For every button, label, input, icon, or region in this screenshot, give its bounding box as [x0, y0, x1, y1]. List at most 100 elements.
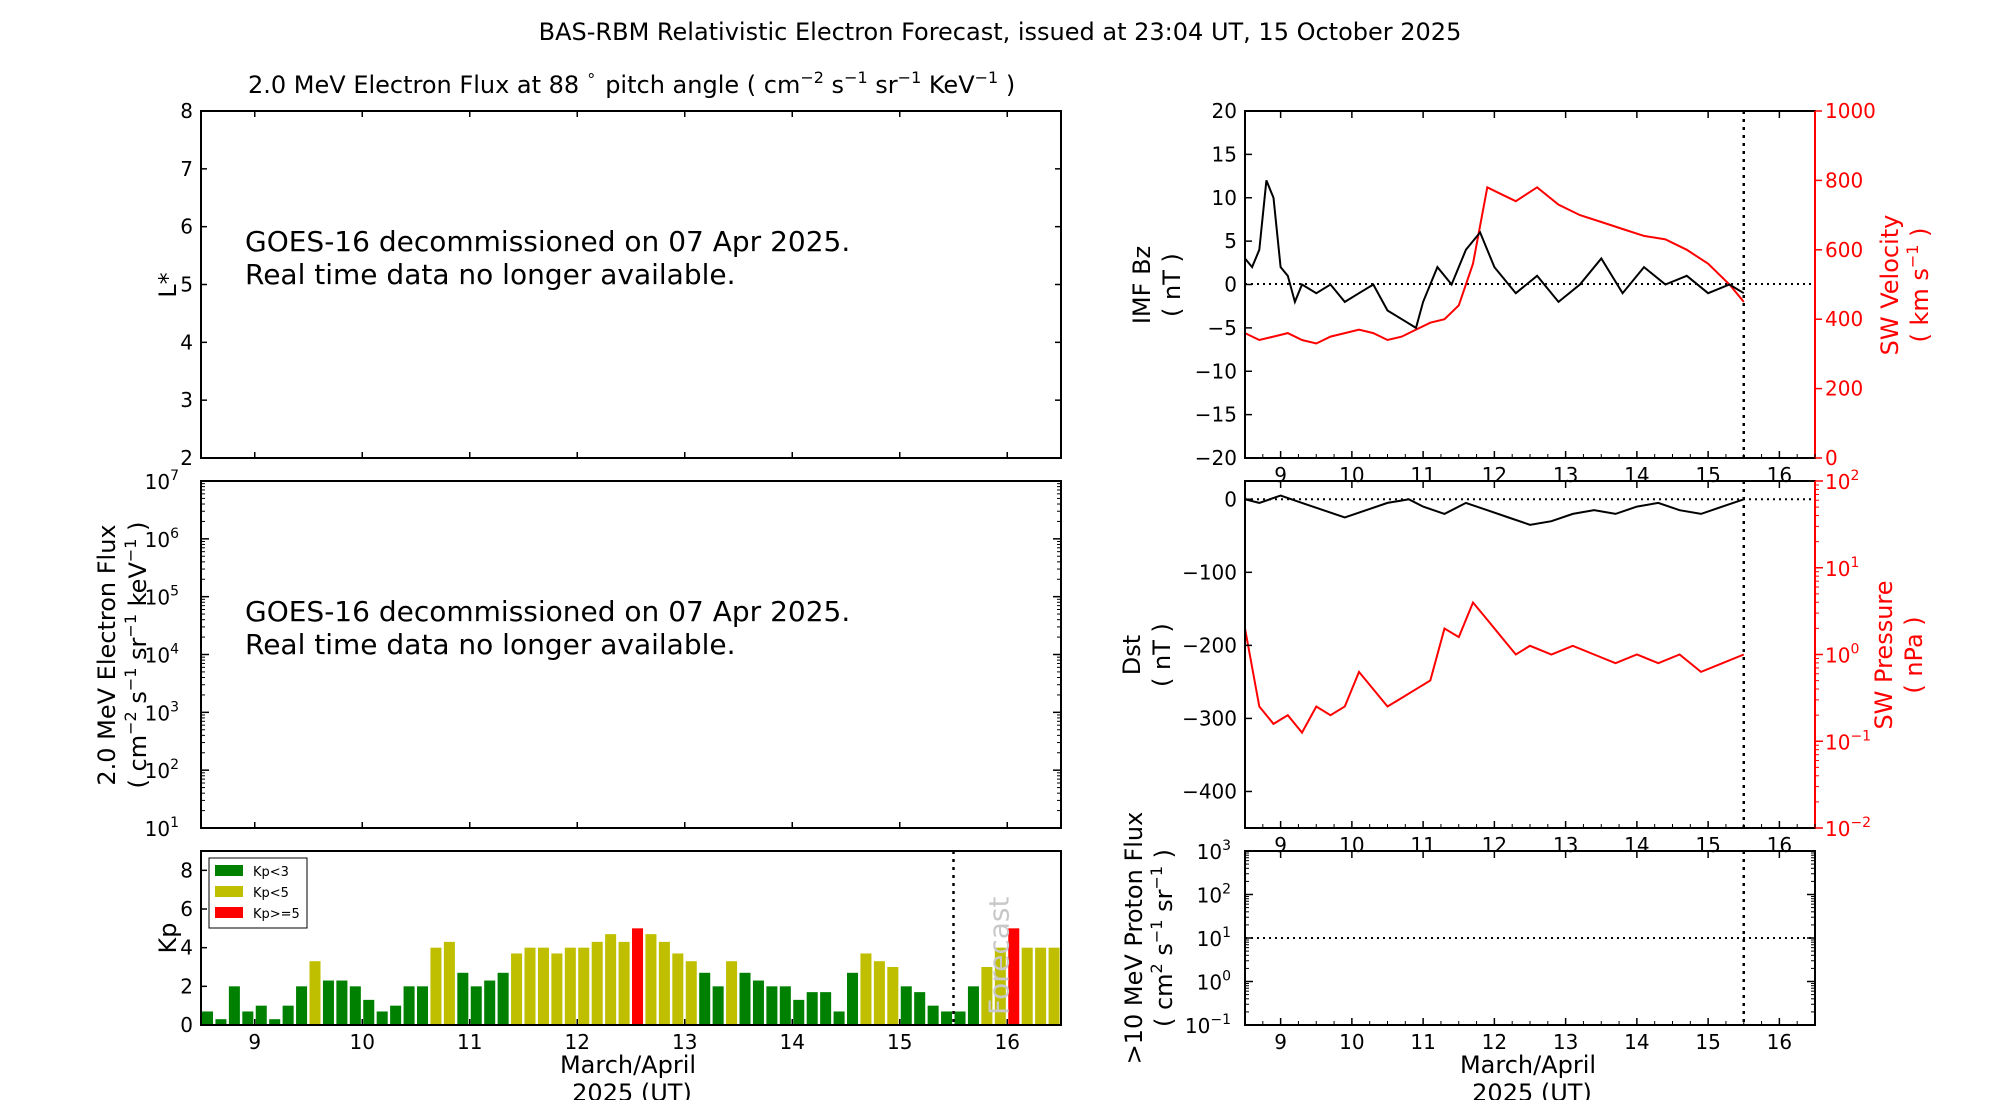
dst-series	[1244, 494, 1745, 526]
kp-bar	[658, 941, 670, 1025]
kp-panel: Forecast 0 2 4 6 8 9 10 11 12 13 14 15 16 Kp March/…	[154, 850, 1062, 1100]
kp-bar	[443, 941, 455, 1025]
proton-ytick-label: 100	[1197, 969, 1231, 995]
kp-bar	[349, 986, 361, 1025]
kp-bar	[900, 986, 912, 1025]
kp-bar	[470, 986, 482, 1025]
figure-title: BAS-RBM Relativistic Electron Forecast, …	[539, 18, 1462, 46]
kp-bar	[564, 947, 576, 1025]
kp-xlabel-2: 2025 (UT)	[572, 1079, 692, 1100]
imf-ytick-label: −20	[1195, 446, 1237, 470]
kp-bar	[685, 961, 697, 1025]
imf-ylabel-1: IMF Bz	[1128, 246, 1156, 324]
lstar-ytick-label: 6	[180, 215, 193, 239]
vsw-ylabel-2: ( km s−1 )	[1903, 228, 1934, 343]
proton-ytick-label: 101	[1197, 925, 1231, 951]
kp-bar	[752, 980, 764, 1025]
proton-ytick-label: 10−1	[1185, 1012, 1231, 1038]
goes-ytick-label: 106	[145, 526, 179, 552]
kp-bar	[847, 972, 859, 1025]
kp-bar	[927, 1005, 939, 1025]
kp-xtick-label: 11	[457, 1030, 482, 1054]
kp-bar	[390, 1005, 402, 1025]
dst-left-yaxis: −400 −300 −200 −100 0	[1182, 487, 1252, 803]
kp-bar	[403, 986, 415, 1025]
kp-bar	[860, 953, 872, 1025]
kp-bar	[322, 980, 334, 1025]
kp-bar	[242, 1011, 254, 1025]
proton-xtick-label: 16	[1767, 1030, 1792, 1054]
kp-bar	[578, 947, 590, 1025]
psw-ytick-label: 100	[1825, 642, 1859, 668]
proton-xtick-label: 10	[1339, 1030, 1364, 1054]
lstar-ylabel: L*	[154, 272, 182, 297]
legend-label-kp-low: Kp<3	[253, 865, 289, 880]
legend-swatch-kp-low	[215, 865, 243, 876]
lstar-ytick-label: 3	[180, 388, 193, 412]
imf-left-yaxis: −20 −15 −10 −5 0 5 10 15 20	[1195, 99, 1252, 470]
kp-bar	[228, 986, 240, 1025]
psw-ytick-label: 10−2	[1825, 815, 1871, 841]
flux-lstar-notice-1: GOES-16 decommissioned on 07 Apr 2025.	[245, 225, 850, 258]
lstar-ytick-label: 7	[180, 157, 193, 181]
goes-notice-1: GOES-16 decommissioned on 07 Apr 2025.	[245, 595, 850, 628]
imf-bz-series	[1244, 180, 1745, 330]
kp-bar	[1021, 947, 1033, 1025]
dst-ytick-label: 0	[1224, 487, 1237, 511]
proton-ytick-label: 102	[1197, 882, 1231, 908]
imf-ytick-label: 5	[1224, 229, 1237, 253]
kp-bars	[202, 928, 1060, 1025]
kp-bar	[941, 1011, 953, 1025]
kp-ylabel: Kp	[154, 923, 182, 954]
kp-bar	[820, 992, 832, 1025]
sw-pressure-series	[1244, 600, 1745, 735]
proton-ytick-label: 103	[1197, 838, 1231, 864]
kp-bar	[967, 986, 979, 1025]
lstar-ytick-label: 4	[180, 330, 193, 354]
kp-ytick-label: 4	[180, 936, 193, 960]
dst-ylabel-1: Dst	[1118, 635, 1146, 675]
kp-legend: Kp<3 Kp<5 Kp>=5	[208, 857, 308, 929]
kp-bar	[537, 947, 549, 1025]
kp-bar	[551, 953, 563, 1025]
goes-ylabel-2: ( cm−2 s−1 sr−1 keV−1 )	[121, 522, 152, 789]
imf-ytick-label: −5	[1208, 316, 1237, 340]
dst-xaxis: 9 10 11 12 13 14 15 16	[1244, 481, 1816, 857]
kp-bar	[376, 1011, 388, 1025]
kp-bar	[981, 967, 993, 1025]
kp-xtick-label: 14	[780, 1030, 805, 1054]
kp-bar	[497, 972, 509, 1025]
kp-bar	[618, 941, 630, 1025]
kp-ytick-label: 6	[180, 897, 193, 921]
kp-bar	[202, 1011, 214, 1025]
kp-bar	[1035, 947, 1047, 1025]
dst-frame	[1244, 480, 1816, 829]
dst-ytick-label: −100	[1182, 560, 1237, 584]
kp-xtick-label: 13	[672, 1030, 697, 1054]
lstar-ytick-label: 2	[180, 446, 193, 470]
flux-panel-title: 2.0 MeV Electron Flux at 88 ° pitch angle …	[248, 68, 1015, 99]
proton-xtick-label: 15	[1695, 1030, 1720, 1054]
kp-bar	[766, 986, 778, 1025]
flux-lstar-yaxis: 2 3 4 5 6 7 8	[180, 99, 1061, 470]
goes-ytick-label: 107	[145, 468, 179, 494]
kp-bar	[793, 999, 805, 1025]
legend-label-kp-high: Kp>=5	[253, 907, 300, 922]
goes-ylabel-1: 2.0 MeV Electron Flux	[93, 524, 121, 785]
kp-yaxis: 0 2 4 6 8	[180, 858, 207, 1037]
kp-bar	[591, 941, 603, 1025]
kp-bar	[779, 986, 791, 1025]
kp-bar	[833, 1011, 845, 1025]
goes-ytick-label: 105	[145, 584, 179, 610]
flux-lstar-notice-2: Real time data no longer available.	[245, 258, 736, 291]
proton-xtick-label: 12	[1482, 1030, 1507, 1054]
dst-panel: −400 −300 −200 −100 0 10−2 10−1 100 101 102 9 10 1…	[1118, 468, 1928, 857]
dst-right-yaxis: 10−2 10−1 100 101 102	[1814, 468, 1871, 841]
imf-xaxis: 9 10 11 12 13 14 15 16	[1244, 111, 1816, 487]
psw-ytick-label: 101	[1825, 555, 1859, 581]
kp-bar	[309, 961, 321, 1025]
dst-ylabel-2: ( nT )	[1148, 623, 1176, 687]
imf-ytick-label: −15	[1195, 403, 1237, 427]
kp-bar	[484, 980, 496, 1025]
